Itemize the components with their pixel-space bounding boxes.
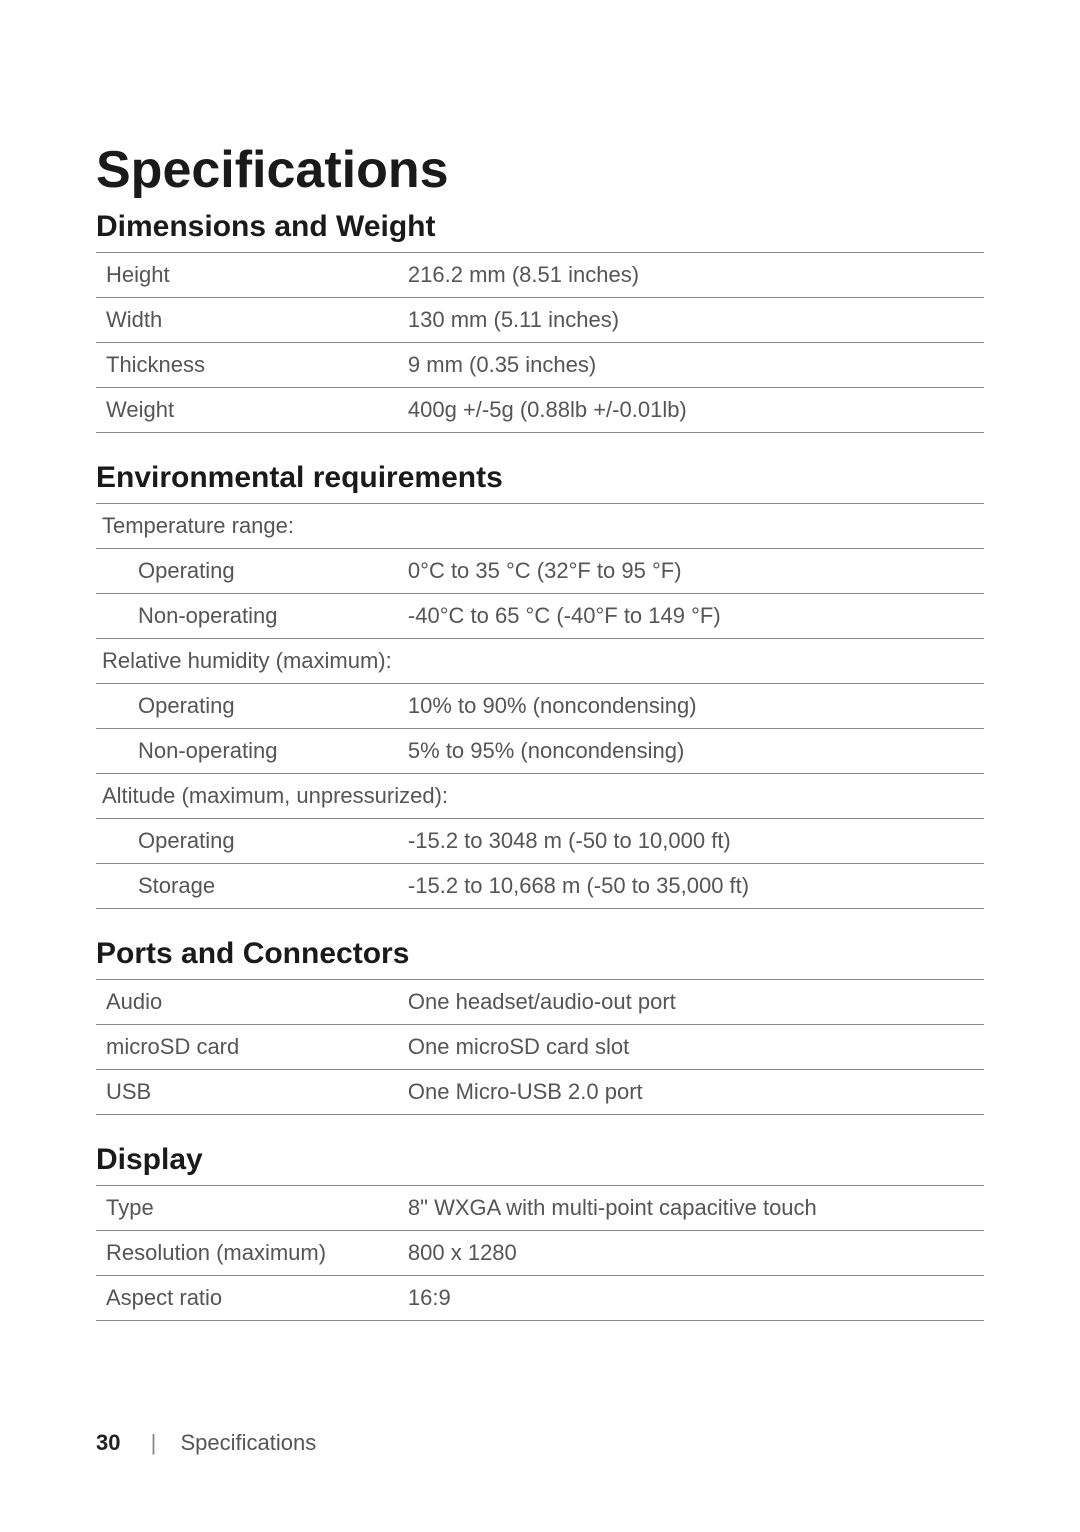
row-value: -40°C to 65 °C (-40°F to 149 °F) (398, 594, 984, 639)
section-heading-display: Display (96, 1143, 984, 1177)
row-value: One microSD card slot (398, 1025, 984, 1070)
row-value: 130 mm (5.11 inches) (398, 298, 984, 343)
row-label: Audio (96, 980, 398, 1025)
table-row: Width 130 mm (5.11 inches) (96, 298, 984, 343)
table-row: USB One Micro-USB 2.0 port (96, 1070, 984, 1115)
row-label: Width (96, 298, 398, 343)
ports-table: Audio One headset/audio-out port microSD… (96, 979, 984, 1115)
section-heading-dimensions: Dimensions and Weight (96, 210, 984, 244)
row-value: 216.2 mm (8.51 inches) (398, 253, 984, 298)
dimensions-table: Height 216.2 mm (8.51 inches) Width 130 … (96, 252, 984, 433)
group-header: Relative humidity (maximum): (96, 639, 984, 684)
row-label: microSD card (96, 1025, 398, 1070)
row-value: 9 mm (0.35 inches) (398, 343, 984, 388)
page-root: Specifications Dimensions and Weight Hei… (0, 0, 1080, 1532)
row-value: 400g +/-5g (0.88lb +/-0.01lb) (398, 388, 984, 433)
page-number: 30 (96, 1430, 120, 1455)
section-heading-environment: Environmental requirements (96, 461, 984, 495)
row-label: Aspect ratio (96, 1276, 398, 1321)
table-row: Operating 10% to 90% (noncondensing) (96, 684, 984, 729)
row-value: 16:9 (398, 1276, 984, 1321)
row-label: Height (96, 253, 398, 298)
row-value: 5% to 95% (noncondensing) (398, 729, 984, 774)
row-label: Resolution (maximum) (96, 1231, 398, 1276)
group-header-row: Temperature range: (96, 504, 984, 549)
table-row: Operating 0°C to 35 °C (32°F to 95 °F) (96, 549, 984, 594)
table-row: Non-operating -40°C to 65 °C (-40°F to 1… (96, 594, 984, 639)
row-label: Non-operating (96, 729, 398, 774)
footer-section-label: Specifications (180, 1430, 316, 1455)
row-label: Type (96, 1186, 398, 1231)
row-label: USB (96, 1070, 398, 1115)
table-row: Operating -15.2 to 3048 m (-50 to 10,000… (96, 819, 984, 864)
row-value: 10% to 90% (noncondensing) (398, 684, 984, 729)
row-label: Operating (96, 684, 398, 729)
row-label: Weight (96, 388, 398, 433)
row-value: 0°C to 35 °C (32°F to 95 °F) (398, 549, 984, 594)
table-row: Audio One headset/audio-out port (96, 980, 984, 1025)
table-row: Height 216.2 mm (8.51 inches) (96, 253, 984, 298)
table-row: Weight 400g +/-5g (0.88lb +/-0.01lb) (96, 388, 984, 433)
group-header-row: Altitude (maximum, unpressurized): (96, 774, 984, 819)
section-heading-ports: Ports and Connectors (96, 937, 984, 971)
display-table: Type 8" WXGA with multi-point capacitive… (96, 1185, 984, 1321)
page-footer: 30 | Specifications (96, 1430, 316, 1456)
table-row: Storage -15.2 to 10,668 m (-50 to 35,000… (96, 864, 984, 909)
group-header-row: Relative humidity (maximum): (96, 639, 984, 684)
table-row: Aspect ratio 16:9 (96, 1276, 984, 1321)
row-label: Operating (96, 819, 398, 864)
row-label: Thickness (96, 343, 398, 388)
row-value: One headset/audio-out port (398, 980, 984, 1025)
row-value: -15.2 to 3048 m (-50 to 10,000 ft) (398, 819, 984, 864)
row-label: Operating (96, 549, 398, 594)
table-row: microSD card One microSD card slot (96, 1025, 984, 1070)
page-title: Specifications (96, 140, 984, 200)
row-value: 800 x 1280 (398, 1231, 984, 1276)
table-row: Resolution (maximum) 800 x 1280 (96, 1231, 984, 1276)
environment-table: Temperature range: Operating 0°C to 35 °… (96, 503, 984, 909)
table-row: Type 8" WXGA with multi-point capacitive… (96, 1186, 984, 1231)
table-row: Thickness 9 mm (0.35 inches) (96, 343, 984, 388)
footer-divider-icon: | (151, 1430, 157, 1455)
row-label: Non-operating (96, 594, 398, 639)
group-header: Temperature range: (96, 504, 984, 549)
row-value: One Micro-USB 2.0 port (398, 1070, 984, 1115)
table-row: Non-operating 5% to 95% (noncondensing) (96, 729, 984, 774)
row-label: Storage (96, 864, 398, 909)
group-header: Altitude (maximum, unpressurized): (96, 774, 984, 819)
row-value: -15.2 to 10,668 m (-50 to 35,000 ft) (398, 864, 984, 909)
row-value: 8" WXGA with multi-point capacitive touc… (398, 1186, 984, 1231)
